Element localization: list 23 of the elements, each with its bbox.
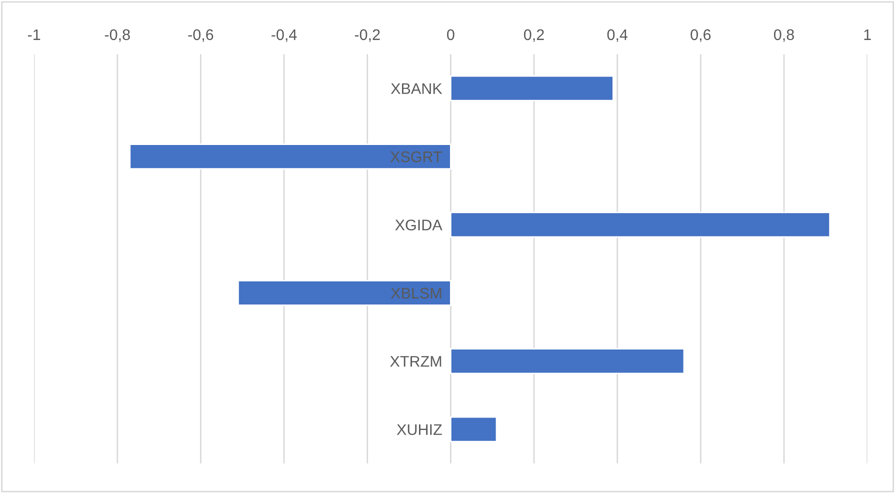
x-tick-label: 0,4 [607,29,628,42]
x-tick-label: -0,2 [354,29,380,42]
x-tick-label: 0,8 [774,29,794,42]
y-tick-label: XBANK [390,83,442,94]
bar [450,416,498,442]
bar [450,75,614,102]
y-tick-label: XSGRT [390,151,442,162]
y-tick-label: XGIDA [395,220,442,230]
y-tick-label: XBLSM [390,288,442,299]
x-tick-label: 0,6 [690,29,711,42]
x-tick-label: 1 [864,29,871,40]
x-tick-label: -0,8 [104,29,130,42]
y-tick-label: XUHIZ [396,424,442,436]
bar [450,212,831,238]
bar [238,280,452,306]
x-tick-label: 0,2 [524,29,544,42]
y-tick-label: XTRZM [390,356,442,367]
x-tick-label: -0,6 [188,29,214,42]
bar [450,348,685,374]
bar [129,144,452,170]
x-tick-label: 0 [447,29,454,40]
x-tick-label: -0,4 [272,29,297,42]
x-tick-label: -1 [28,29,40,40]
